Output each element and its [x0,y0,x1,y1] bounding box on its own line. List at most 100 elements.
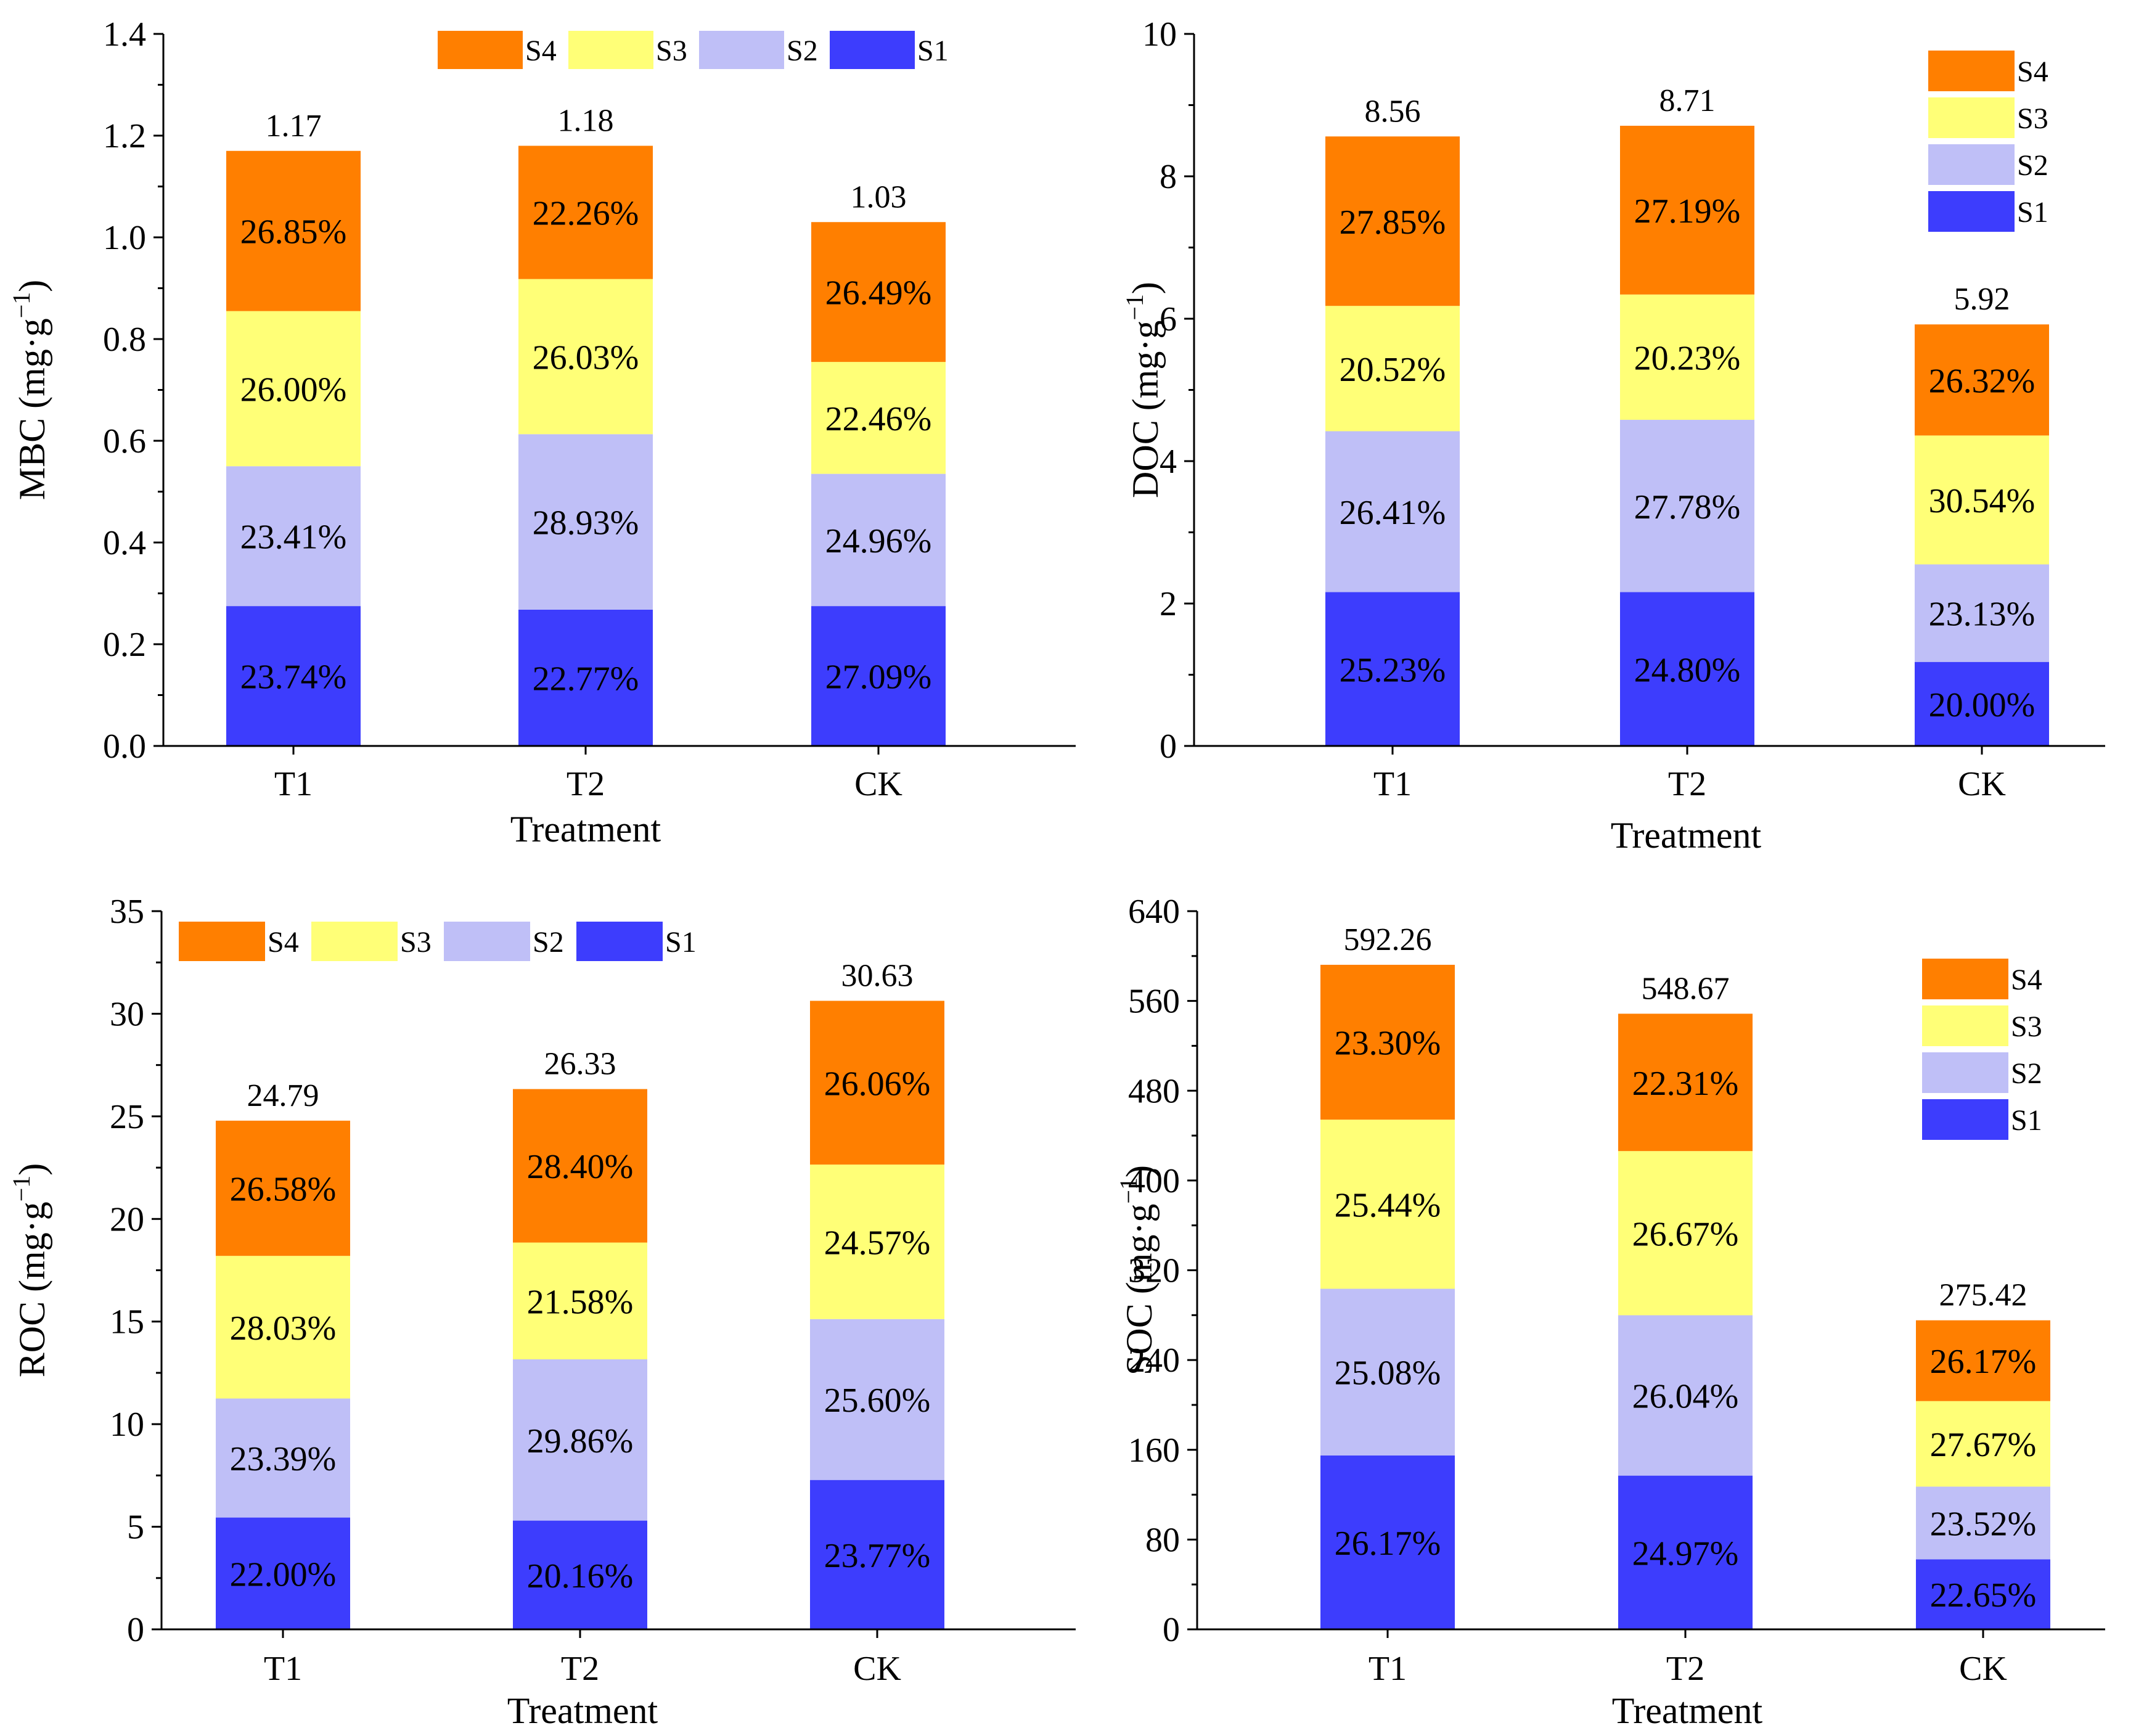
bar-ck-s2 [810,1319,944,1480]
legend-label-s3: S3 [656,35,687,67]
data-label-t2-s3: 21.58% [527,1283,634,1321]
panel-doc: 25.23% 26.41% 20.52% 27.85% 8.56 T1 24.80% 27.7… [1121,15,2105,856]
bar-ck-s3 [1915,435,2049,565]
total-label-ck: 5.92 [1954,282,2010,317]
bar-ck-s3 [810,1165,944,1319]
y-tick-label: 160 [1128,1431,1180,1470]
y-tick-label: 480 [1128,1072,1180,1110]
y-tick-label: 1.2 [103,117,146,155]
bar-t1-s1 [226,606,361,746]
bar-t2-s1 [518,609,653,746]
y-axis-title: DOC (mg·g−1) [1121,282,1166,498]
data-label-ck-s4: 26.49% [825,274,932,313]
legend-label-s3: S3 [2011,1010,2042,1043]
y-tick-label: 0.6 [103,422,146,461]
data-label-ck-s1: 23.77% [824,1537,931,1575]
data-label-t2-s2: 26.04% [1632,1378,1739,1416]
legend-label-s2: S2 [2017,149,2048,182]
y-tick-label: 30 [110,995,144,1033]
bar-ck-s4 [1916,1320,2050,1401]
legend-label-s4: S4 [2011,964,2042,996]
bar-t2-s1 [513,1520,647,1629]
legend-label-s4: S4 [2017,55,2048,88]
x-tick-label-ck: CK [1958,765,2006,803]
total-label-t1: 1.17 [266,108,322,144]
data-label-t2-s4: 28.40% [527,1148,634,1186]
data-label-ck-s1: 27.09% [825,658,932,697]
legend: S4 S3 S2 S1 [438,31,949,69]
legend-label-s1: S1 [665,926,697,959]
y-tick-label: 240 [1128,1341,1180,1380]
legend-label-s4: S4 [268,926,299,959]
total-label-ck: 275.42 [1939,1278,2027,1313]
data-label-ck-s1: 22.65% [1930,1576,2037,1615]
legend-label-s4: S4 [525,35,557,67]
bar-ck-s3 [811,362,946,474]
data-label-t2-s1: 24.97% [1632,1534,1739,1573]
bar-t2-s1 [1620,592,1754,746]
bar-t1-s1 [1320,1455,1455,1629]
data-label-ck-s4: 26.17% [1930,1343,2037,1381]
y-tick-label: 640 [1128,893,1180,931]
y-tick-label: 35 [110,893,144,931]
legend-label-s2: S2 [2011,1057,2042,1090]
x-tick-label-t2: T2 [1666,1650,1704,1688]
legend-swatch-s1 [576,922,663,961]
x-tick-label-t1: T1 [1369,1650,1407,1688]
bar-ck-s1 [810,1480,944,1629]
data-label-ck-s3: 24.57% [824,1224,931,1262]
data-label-t2-s1: 22.77% [533,660,639,698]
y-tick-label: 0 [1160,727,1177,766]
total-label-ck: 30.63 [841,958,914,993]
data-label-t2-s4: 22.26% [533,195,639,233]
y-tick-label: 0 [1163,1611,1180,1649]
y-tick-label: 4 [1160,443,1177,481]
data-label-t2-s4: 22.31% [1632,1065,1739,1103]
bar-t1-s4 [1320,965,1455,1120]
legend-swatch-s1 [830,31,915,69]
bar-t1-s2 [216,1398,350,1518]
legend-label-s3: S3 [2017,102,2048,135]
data-label-t1-s1: 23.74% [240,658,347,697]
y-axis-title: ROC (mg·g−1) [7,1163,52,1378]
data-label-t2-s1: 20.16% [527,1557,634,1595]
legend-swatch-s2 [1922,1052,2008,1093]
data-label-t1-s3: 25.44% [1335,1186,1441,1224]
x-tick-label-t2: T2 [561,1650,599,1688]
y-tick-label: 6 [1160,300,1177,338]
bar-t2-s2 [518,434,653,610]
y-tick-label: 2 [1160,585,1177,623]
legend-label-s2: S2 [787,35,818,67]
total-label-t2: 1.18 [558,104,614,139]
bar-t2-s2 [1618,1315,1753,1476]
panel-roc: 22.00% 23.39% 28.03% 26.58% 24.79 T1 20.16% 29.… [7,893,1076,1731]
y-tick-label: 80 [1145,1521,1180,1559]
legend-swatch-s2 [699,31,784,69]
legend-swatch-s1 [1922,1099,2008,1140]
bar-t1-s1 [1325,592,1460,746]
bar-ck-s2 [1916,1486,2050,1560]
legend-swatch-s4 [179,922,265,961]
data-label-t2-s2: 28.93% [533,504,639,542]
data-label-t1-s4: 26.58% [230,1171,337,1209]
total-label-t2: 548.67 [1642,971,1730,1006]
bar-ck-s3 [1916,1401,2050,1487]
legend: S4 S3 S2 S1 [179,922,697,961]
data-label-t1-s2: 23.39% [230,1440,337,1478]
total-label-ck: 1.03 [851,179,907,215]
x-tick-label-t1: T1 [1373,765,1412,803]
bar-ck-s1 [811,606,946,746]
y-tick-label: 1.4 [103,15,146,54]
data-label-ck-s4: 26.32% [1929,362,2036,400]
panel-mbc: 23.74% 23.41% 26.00% 26.85% 1.17 T1 22.77% 28.9… [7,15,1076,850]
y-axis-title: MBC (mg·g−1) [7,280,52,501]
x-axis-title: Treatment [1611,815,1762,856]
data-label-t1-s3: 26.00% [240,371,347,409]
bar-ck-s2 [1915,564,2049,662]
data-label-ck-s2: 23.52% [1930,1505,2037,1543]
legend-swatch-s3 [1928,97,2015,138]
data-label-t2-s3: 20.23% [1634,339,1741,377]
total-label-t1: 24.79 [247,1078,319,1113]
data-label-t1-s1: 22.00% [230,1555,337,1594]
y-tick-label: 0.2 [103,626,146,664]
